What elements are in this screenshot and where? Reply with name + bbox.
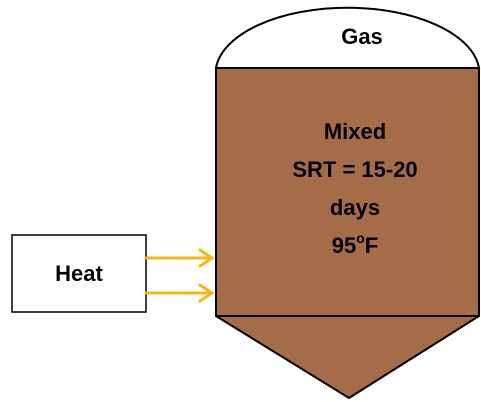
temperature-unit: F xyxy=(365,233,378,258)
temperature: 95oF xyxy=(332,230,379,258)
digester-line: days xyxy=(330,195,380,220)
gas-label: Gas xyxy=(341,24,383,49)
temperature-value: 95 xyxy=(332,233,356,258)
digester-line: SRT = 15-20 xyxy=(292,157,417,182)
digester-line: Mixed xyxy=(324,119,386,144)
gas-dome xyxy=(214,6,481,69)
arrow-head xyxy=(198,248,215,268)
digester-cone xyxy=(215,315,480,399)
heat-label: Heat xyxy=(55,261,103,286)
heat-arrows xyxy=(144,248,215,303)
heat-box xyxy=(11,234,147,313)
digester-body xyxy=(215,67,480,317)
temperature-degree: o xyxy=(356,230,365,246)
arrow-head xyxy=(198,283,215,303)
